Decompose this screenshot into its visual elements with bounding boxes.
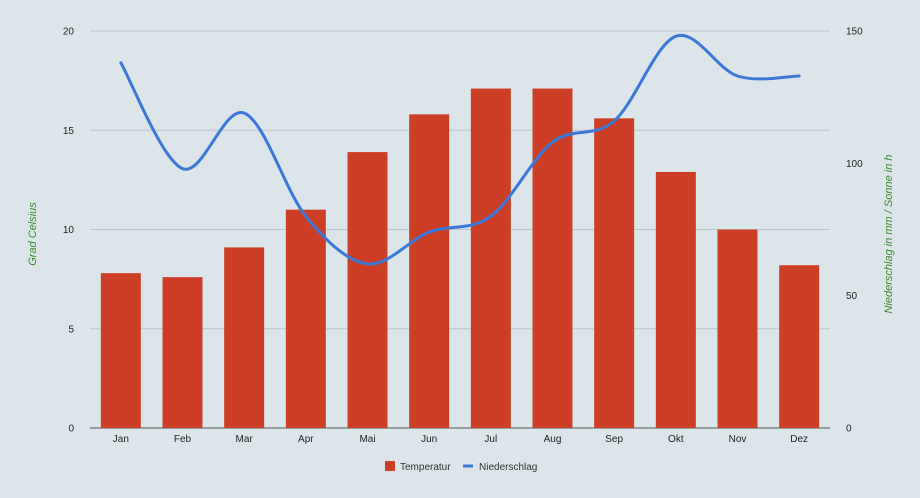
legend: Temperatur Niederschlag [385,461,537,473]
left-axis-ticks: 0 5 10 15 20 [63,27,75,435]
niederschlag-line [119,33,801,266]
x-tick-label: Jun [421,434,437,445]
left-tick-label: 10 [63,225,75,236]
x-tick-label: Nov [729,434,747,445]
x-axis-ticks: Jan Feb Mar Apr Mai Jun Jul Aug Sep Okt Nov Dez [113,434,808,445]
bar-dez [779,265,820,428]
bar-mar [224,247,265,428]
bar-jan [100,273,141,428]
left-tick-label: 5 [68,324,74,335]
legend-label-niederschlag: Niederschlag [479,462,537,473]
bar-jun [409,114,450,429]
left-axis-title: Grad Celsius [27,202,39,266]
x-tick-label: Aug [544,434,562,445]
x-tick-label: Mai [359,434,375,445]
line-series [119,33,801,266]
left-tick-label: 0 [68,424,74,435]
x-tick-label: Apr [298,434,314,445]
bar-nov [717,229,758,428]
x-tick-label: Sep [605,434,623,445]
x-tick-label: Dez [790,434,808,445]
left-tick-label: 15 [63,126,75,137]
x-tick-label: Okt [668,434,684,445]
bar-feb [162,277,203,428]
right-tick-label: 100 [846,159,863,170]
bar-apr [285,209,326,428]
right-tick-label: 0 [846,424,852,435]
bar-jul [470,88,511,428]
bar-series [100,88,820,429]
bar-aug [532,88,573,428]
left-tick-label: 20 [63,27,75,38]
grid [90,30,830,429]
right-tick-label: 50 [846,291,858,302]
bar-okt [655,171,696,428]
x-tick-label: Jul [484,434,497,445]
bar-mai [347,152,388,428]
legend-swatch-temperatur [385,461,395,471]
bar-sep [594,118,635,428]
right-axis-title: Niederschlag in mm / Sonne in h [883,155,895,314]
x-tick-label: Jan [113,434,129,445]
right-axis-ticks: 0 50 100 150 [846,27,863,435]
legend-label-temperatur: Temperatur [400,462,451,473]
x-tick-label: Mar [236,434,254,445]
right-tick-label: 150 [846,27,863,38]
x-tick-label: Feb [174,434,192,445]
